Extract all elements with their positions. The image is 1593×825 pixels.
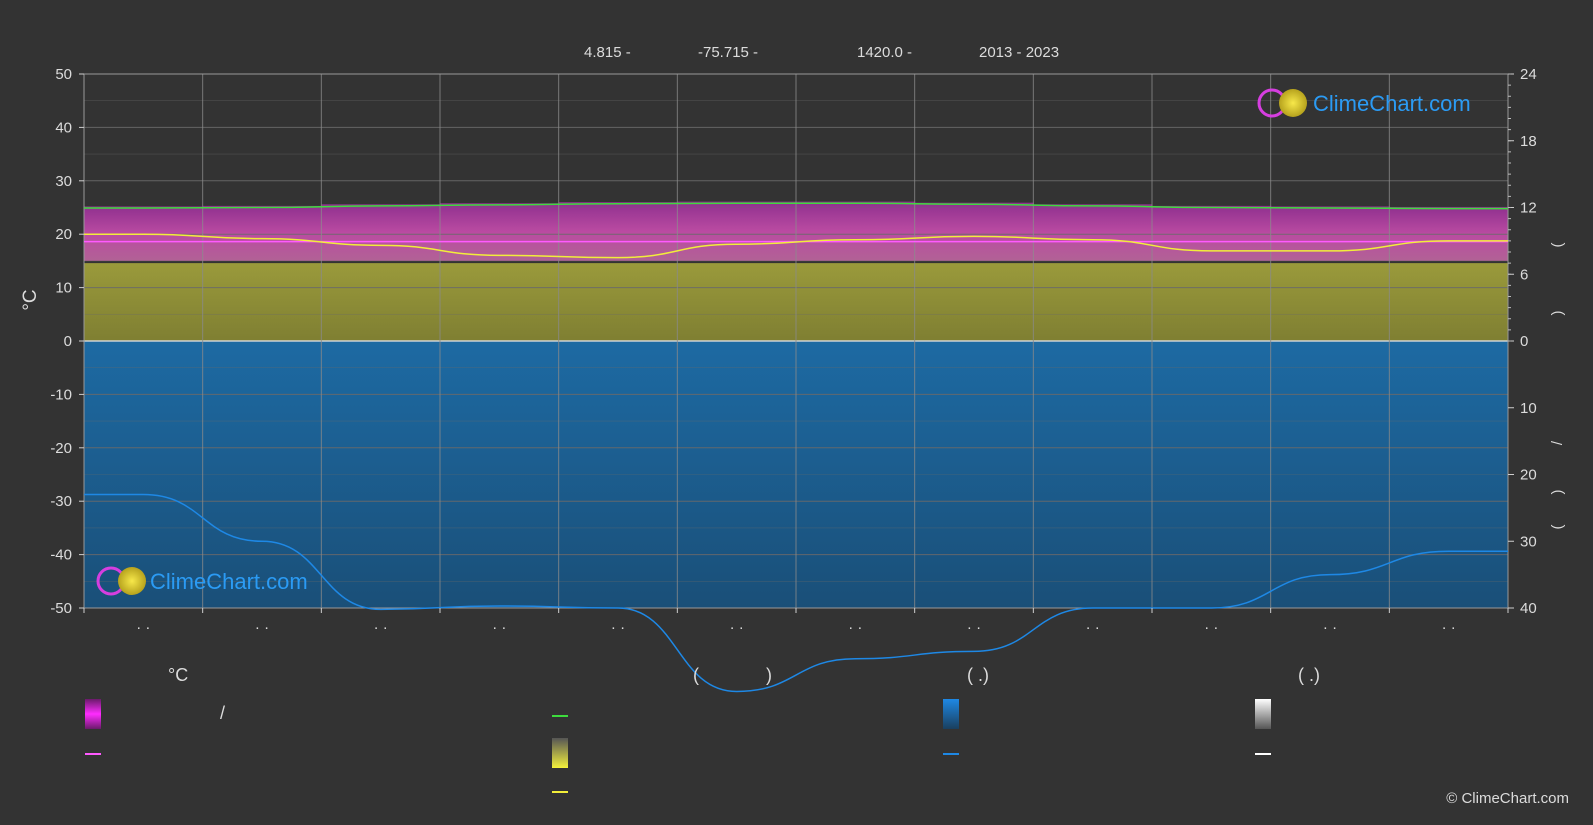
month-label: · ·: [255, 619, 269, 636]
header-longitude: -75.715 -: [698, 44, 759, 61]
copyright: © ClimeChart.com: [1446, 790, 1569, 807]
sunshine-bar: [84, 263, 204, 341]
right-top-tick-label: 0: [1520, 333, 1528, 350]
grid-lines: [83, 73, 1509, 609]
right-bottom-tick-label: 40: [1520, 600, 1537, 617]
legend-col3-title: ( .): [967, 665, 989, 685]
right-axis-label-1: (: [1549, 243, 1566, 248]
month-label: · ·: [848, 619, 862, 636]
legend-rain-swatch: [943, 699, 959, 729]
temp-range-bar: [914, 202, 1034, 261]
sunshine-bar: [796, 263, 916, 341]
left-tick-label: 50: [55, 66, 72, 83]
month-label: · ·: [1323, 619, 1337, 636]
month-label: · ·: [374, 619, 388, 636]
month-label: · ·: [1442, 619, 1456, 636]
month-label: · ·: [136, 619, 150, 636]
legend-col4-title: ( .): [1298, 665, 1320, 685]
daylight-line: [84, 233, 1508, 259]
temp-range-bar: [440, 203, 560, 261]
sunshine-bar: [677, 263, 797, 341]
sunshine-bar: [440, 263, 560, 341]
right-top-tick-label: 18: [1520, 133, 1537, 150]
left-axis-unit: °C: [20, 289, 41, 310]
logo-text: ClimeChart.com: [150, 569, 308, 594]
temp-range-bar: [1033, 204, 1153, 261]
max-temp-line: [83, 202, 1508, 210]
right-bottom-tick-label: 10: [1520, 400, 1537, 417]
logo-sun-icon: [1279, 89, 1307, 117]
sunshine-bar: [321, 263, 441, 341]
sunshine-bar: [1389, 263, 1509, 341]
right-bottom-tick-label: 30: [1520, 533, 1537, 550]
left-tick-label: -20: [50, 440, 72, 457]
header-latitude: 4.815 -: [584, 44, 631, 61]
left-tick-label: 0: [64, 333, 72, 350]
temp-range-bar: [1270, 206, 1390, 261]
logo-top: ClimeChart.com: [1257, 88, 1471, 118]
temp-range-bar: [321, 204, 441, 261]
temp-range-bar: [558, 202, 678, 261]
temp-range-bar: [796, 201, 916, 261]
left-tick-label: 40: [55, 119, 72, 136]
legend-snow-swatch: [1255, 699, 1271, 729]
logo-text: ClimeChart.com: [1313, 91, 1471, 116]
left-tick-label: -30: [50, 493, 72, 510]
month-label: · ·: [730, 619, 744, 636]
temp-range-bar: [202, 205, 322, 261]
month-label: · ·: [1204, 619, 1218, 636]
right-top-tick-label: 24: [1520, 66, 1537, 83]
right-axis-label-5: (: [1549, 525, 1566, 530]
right-axis-label-3: /: [1549, 440, 1566, 445]
sunshine-bar: [914, 263, 1034, 341]
temp-range-bar: [677, 201, 797, 261]
right-top-tick-label: 12: [1520, 200, 1537, 217]
month-label: · ·: [611, 619, 625, 636]
right-top-tick-label: 6: [1520, 266, 1528, 283]
right-bottom-tick-label: 20: [1520, 467, 1537, 484]
legend-slash: /: [220, 703, 226, 723]
logo-sun-icon: [118, 567, 146, 595]
right-axis-label-2: ): [1549, 311, 1566, 316]
legend-col1-title: °C: [168, 665, 189, 685]
left-tick-label: -40: [50, 547, 72, 564]
legend-col2-title-close: ): [766, 665, 772, 685]
month-label: · ·: [1086, 619, 1100, 636]
logo-bottom: ClimeChart.com: [96, 566, 308, 596]
sunshine-bar: [202, 263, 322, 341]
left-tick-label: 20: [55, 226, 72, 243]
legend-temp-range-swatch: [85, 699, 101, 729]
legend-col2-title-open: (: [693, 665, 699, 685]
right-axis-label-4: ): [1549, 490, 1566, 495]
left-tick-label: -10: [50, 386, 72, 403]
rain-line: [84, 493, 1508, 693]
sunshine-bar: [558, 263, 678, 341]
header-years: 2013 - 2023: [979, 44, 1060, 61]
header-elevation: 1420.0 -: [857, 44, 913, 61]
legend-sunshine-swatch: [552, 738, 568, 768]
sunshine-bar: [1033, 263, 1153, 341]
sunshine-bar: [1270, 263, 1390, 341]
month-label: · ·: [492, 619, 506, 636]
temp-range-bar: [1152, 205, 1272, 261]
sunshine-bar: [1152, 263, 1272, 341]
left-tick-label: 10: [55, 280, 72, 297]
month-label: · ·: [967, 619, 981, 636]
left-tick-label: -50: [50, 600, 72, 617]
left-tick-label: 30: [55, 173, 72, 190]
axis-ticks: 50 40 30 20 10 0 -10 -20 -30 -40 -50 24 18 12 6 0 10 20 30…: [50, 66, 1536, 636]
series-lines: [83, 202, 1508, 693]
